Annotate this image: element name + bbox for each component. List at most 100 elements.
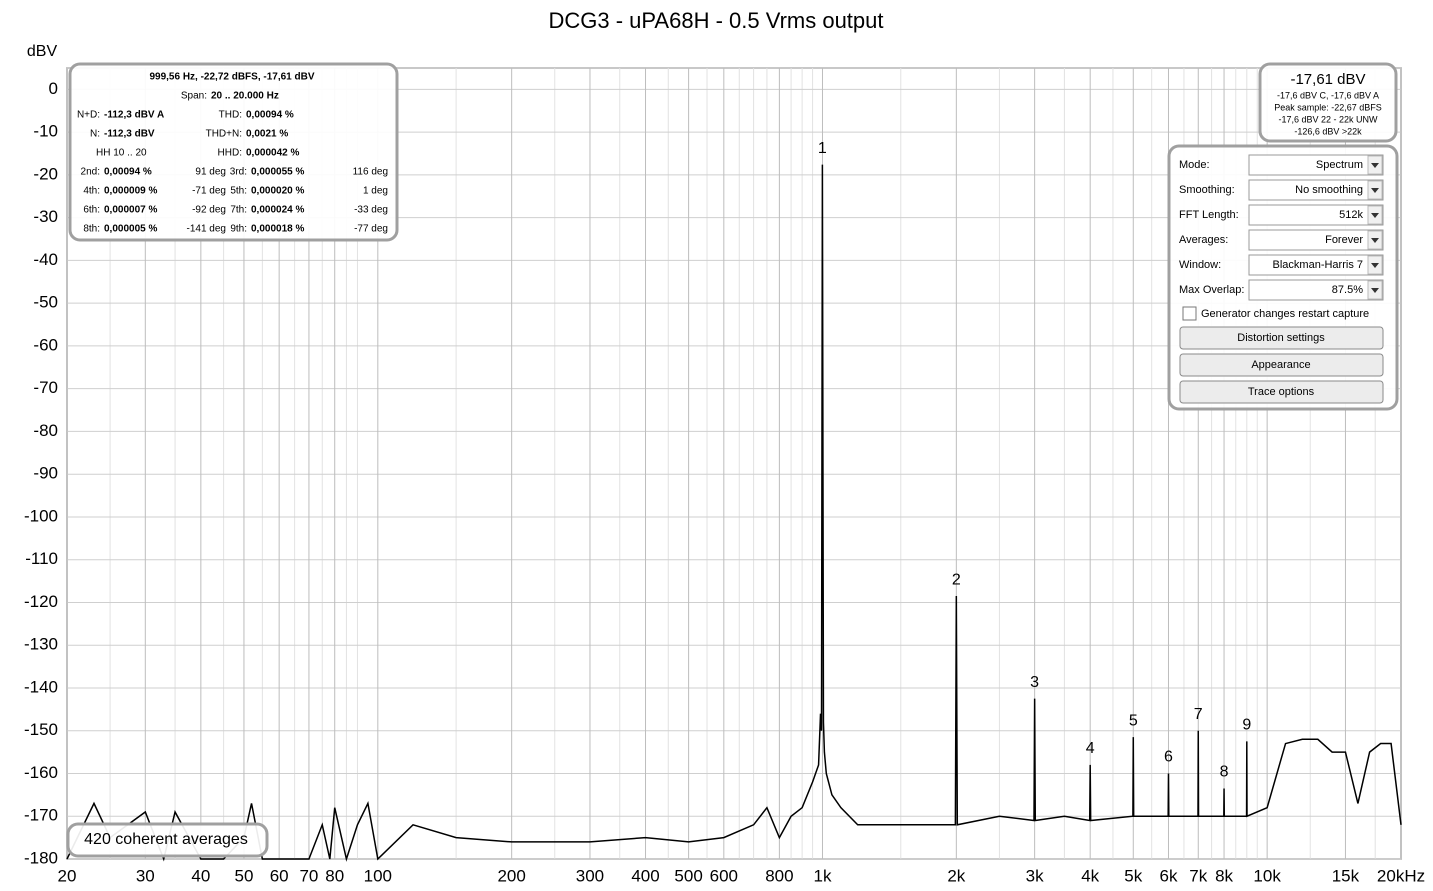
x-tick-label: 3k	[1026, 866, 1044, 885]
x-tick-label: 500	[674, 866, 702, 885]
harmonic-value: 0,000055 %	[251, 167, 304, 178]
button[interactable]	[1179, 353, 1384, 377]
y-tick-label: -130	[24, 635, 58, 654]
dropdown-value[interactable]: Blackman-Harris 7	[1273, 259, 1363, 271]
dropdown-box[interactable]	[1248, 204, 1384, 226]
harmonic-value: 0,00094 %	[104, 167, 152, 178]
dropdown-label: FFT Length:	[1179, 209, 1239, 221]
peak-label: 5	[1129, 712, 1138, 729]
dropdown-value[interactable]: 512k	[1339, 209, 1363, 221]
x-tick-label: 5k	[1124, 866, 1142, 885]
dropdown-arrow[interactable]	[1371, 213, 1379, 218]
y-tick-label: -50	[33, 293, 58, 312]
dropdown[interactable]: Forever	[1248, 229, 1384, 251]
x-tick-label: 400	[631, 866, 659, 885]
dropdown-label: Window:	[1179, 259, 1221, 271]
button-label[interactable]: Appearance	[1251, 359, 1310, 371]
dropdown-box[interactable]	[1248, 179, 1384, 201]
harmonic-label: 7th:	[230, 205, 247, 216]
overlays: 0 -10 -20 -30 -40 -50 -60 -70 -80 -90 -100 -110 -120…	[24, 62, 1425, 885]
dropdown-value[interactable]: Spectrum	[1316, 159, 1363, 171]
x-tick-label: 70	[299, 866, 318, 885]
dropdown-label: Max Overlap:	[1179, 284, 1244, 296]
dropdown-value[interactable]: Forever	[1325, 234, 1363, 246]
dropdown-value[interactable]: No smoothing	[1295, 184, 1363, 196]
harmonic-label: 3rd:	[230, 167, 247, 178]
x-tick-label: 8k	[1215, 866, 1233, 885]
info-value: 0,000042 %	[246, 148, 299, 159]
y-tick-label: -40	[33, 250, 58, 269]
y-tick-label: -20	[33, 164, 58, 183]
info-value: 0,0021 %	[246, 129, 288, 140]
y-tick-label: -170	[24, 806, 58, 825]
y-tick-label: -70	[33, 378, 58, 397]
harmonic-label: 8th:	[83, 224, 100, 235]
harmonic-value: 0,000018 %	[251, 224, 304, 235]
x-tick-label: 600	[710, 866, 738, 885]
y-tick-label: -10	[33, 122, 58, 141]
y-tick-label: -150	[24, 720, 58, 739]
x-tick-label: 6k	[1160, 866, 1178, 885]
y-tick-label: -60	[33, 335, 58, 354]
harmonic-phase: 91 deg	[195, 167, 226, 178]
button[interactable]	[1179, 380, 1384, 404]
info-panel	[68, 62, 399, 242]
x-tick-label: 50	[234, 866, 253, 885]
harmonic-value: 0,000009 %	[104, 186, 157, 197]
dropdown[interactable]: 87.5%	[1248, 279, 1384, 301]
peak-label: 6	[1164, 749, 1173, 766]
dropdown[interactable]: Blackman-Harris 7	[1248, 254, 1384, 276]
peak-label: 3	[1030, 674, 1039, 691]
x-tick-label: 2k	[947, 866, 965, 885]
info-value: -112,3 dBV A	[104, 110, 164, 121]
x-tick-label: 7k	[1189, 866, 1207, 885]
checkbox-label[interactable]: Generator changes restart capture	[1201, 308, 1369, 320]
dropdown-value[interactable]: 87.5%	[1332, 284, 1363, 296]
peak-label: 9	[1242, 717, 1251, 734]
harmonic-label: 6th:	[83, 205, 100, 216]
dropdown-arrow[interactable]	[1371, 188, 1379, 193]
x-tick-label: 40	[191, 866, 210, 885]
button-label[interactable]: Trace options	[1248, 386, 1315, 398]
harmonic-label: 9th:	[230, 224, 247, 235]
chart-title: DCG3 - uPA68H - 0.5 Vrms output	[548, 8, 883, 33]
button-label[interactable]: Distortion settings	[1237, 332, 1325, 344]
info-header: 999,56 Hz, -22,72 dBFS, -17,61 dBV	[149, 72, 314, 83]
harmonic-label: 5th:	[230, 186, 247, 197]
dropdown-arrow[interactable]	[1371, 263, 1379, 268]
info-span: 20 .. 20.000 Hz	[211, 91, 279, 102]
averages-text: 420 coherent averages	[84, 831, 248, 848]
info-label: THD:	[219, 110, 242, 121]
dropdown[interactable]: No smoothing	[1248, 179, 1384, 201]
checkbox[interactable]	[1182, 306, 1197, 321]
trace	[66, 164, 1402, 862]
button[interactable]	[1179, 326, 1384, 350]
dropdown[interactable]: 512k	[1248, 204, 1384, 226]
y-tick-label: -110	[25, 549, 58, 568]
dropdown-arrow[interactable]	[1371, 238, 1379, 243]
dropdown-box[interactable]	[1248, 254, 1384, 276]
y-tick-label: -180	[24, 848, 58, 867]
dropdown-arrow[interactable]	[1371, 163, 1379, 168]
level-panel	[1258, 62, 1398, 143]
harmonic-phase: -141 deg	[187, 224, 226, 235]
dropdown[interactable]: Spectrum	[1248, 154, 1384, 176]
peak-label: 7	[1194, 706, 1203, 723]
y-tick-label: -100	[24, 506, 58, 525]
dropdown-box[interactable]	[1248, 279, 1384, 301]
harmonic-value: 0,000005 %	[104, 224, 157, 235]
info-label: THD+N:	[206, 129, 242, 140]
level-line: -17,6 dBV 22 - 22k UNW	[1278, 114, 1378, 124]
dropdown-label: Smoothing:	[1179, 184, 1235, 196]
info-label: HH 10 .. 20	[96, 148, 147, 159]
harmonic-phase: -92 deg	[192, 205, 226, 216]
info-label: N+D:	[77, 110, 100, 121]
y-tick-label: -160	[24, 763, 58, 782]
y-axis-label: dBV	[27, 43, 58, 60]
y-tick-label: -140	[24, 677, 58, 696]
dropdown-arrow[interactable]	[1371, 288, 1379, 293]
dropdown-box[interactable]	[1248, 229, 1384, 251]
dropdown-box[interactable]	[1248, 154, 1384, 176]
y-tick-label: -90	[33, 464, 58, 483]
y-tick-label: 0	[49, 79, 58, 98]
